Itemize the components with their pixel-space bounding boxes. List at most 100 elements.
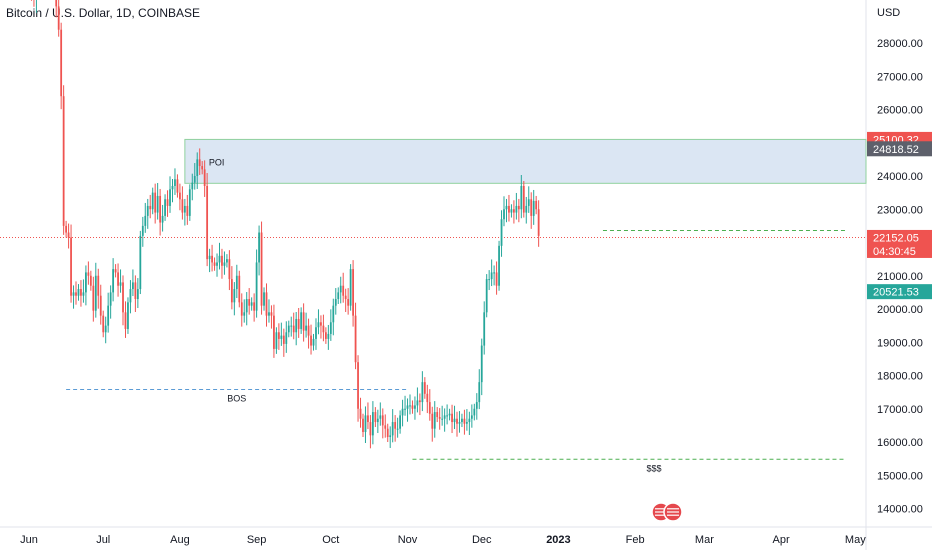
time-tick-label: May [845,534,866,546]
candle-body [144,215,147,226]
candle-body [386,428,389,438]
candle-body [495,272,498,286]
candle-body [250,302,253,306]
candle-body [490,272,493,280]
candle-body [426,393,429,403]
price-tick-label: 28000.00 [877,38,923,50]
countdown-label: 04:30:45 [873,246,916,258]
candle-body [384,425,387,429]
candle-body [292,325,295,333]
candle-body [136,289,139,300]
candle-body [72,292,75,296]
candle-body [530,199,533,216]
candle-body [85,272,87,293]
candle-body [285,332,288,344]
candle-body [438,417,441,419]
candle-body [213,262,216,266]
candle-body [161,215,164,223]
candle-body [527,199,530,206]
candle-body [418,400,421,403]
candle-body [461,418,463,423]
candle-body [416,400,419,406]
candle-body [342,285,345,296]
candle-body [324,332,327,339]
price-label-value: 24818.52 [873,144,919,156]
time-tick-label: Apr [773,534,790,546]
candle-body [114,269,117,273]
candle-body [468,418,471,423]
candle-body [156,195,159,213]
candle-body [270,312,273,316]
candle-body [423,382,426,394]
candle-body [376,418,379,423]
price-tick-label: 20000.00 [877,304,923,316]
candle-body [80,289,82,296]
time-tick-label: Nov [398,534,418,546]
candle-body [463,418,466,424]
candle-body [258,232,260,263]
candle-body [238,275,241,303]
candle-body [389,435,392,438]
candle-body [174,179,176,186]
candle-body [122,282,124,313]
time-tick-label: Aug [170,534,190,546]
price-tick-label: 27000.00 [877,71,923,83]
candle-body [149,205,152,210]
candle-body [124,312,127,329]
candle-body [171,185,174,190]
candle-body [186,205,189,216]
candle-body [485,279,488,313]
candle-body [478,382,481,403]
candle-body [104,325,107,333]
candle-body [349,269,352,306]
candle-body [218,255,221,263]
chart-title: Bitcoin / U.S. Dollar, 1D, COINBASE [6,6,201,20]
candle-body [245,299,248,313]
candle-body [433,412,436,429]
candle-body [77,289,80,296]
candle-body [364,415,367,433]
candle-body [159,195,162,223]
candle-body [297,318,300,329]
candle-body [431,413,434,429]
candle-body [305,325,307,331]
candle-body [146,205,149,216]
candle-body [320,322,322,326]
candle-body [248,299,251,306]
candle-body [401,408,404,416]
candle-body [520,185,523,210]
time-tick-label: Feb [626,534,645,546]
poi-zone [184,138,867,184]
candle-body [280,335,283,339]
candle-body [428,402,431,414]
candle-body [183,205,186,213]
candle-body [473,408,476,416]
candle-body [223,262,226,266]
candle-body [404,408,406,410]
candle-body [517,205,520,210]
candle-body [87,272,90,276]
candle-body [151,192,154,210]
candle-body [129,289,132,303]
candle-body [282,335,285,344]
price-label-box [867,284,932,300]
candle-body [396,428,399,430]
candle-body [414,405,416,409]
candle-body [332,305,335,323]
candle-body [317,322,320,328]
candle-body [99,295,102,316]
candle-body [470,415,473,419]
candle-body [352,269,354,316]
candle-body [240,302,243,316]
candle-body [436,412,439,418]
candle-body [329,322,332,334]
candle-body [109,292,112,306]
candle-body [379,415,382,419]
price-tick-label: 16000.00 [877,437,923,449]
candle-body [188,189,191,216]
candle-body [411,405,414,409]
candle-body [374,412,377,423]
candle-body [500,219,503,246]
candle-body [55,0,58,7]
